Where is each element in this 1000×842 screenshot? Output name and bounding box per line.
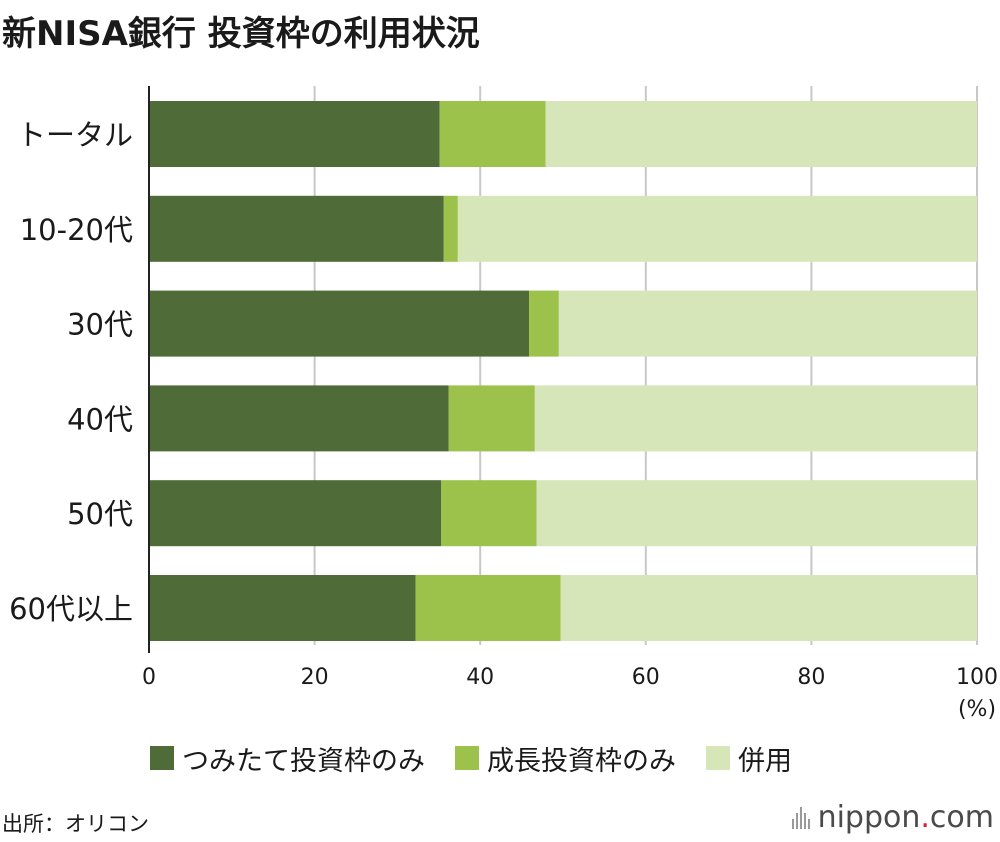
x-tick-label-80: 80 bbox=[797, 665, 825, 690]
bar-0-series-1 bbox=[439, 101, 546, 167]
logo-name: nippon bbox=[817, 800, 921, 835]
bar-4-series-2 bbox=[536, 480, 977, 547]
x-tick-label-100: 100 bbox=[956, 665, 998, 690]
legend-item-tsumitate: つみたて投資枠のみ bbox=[150, 739, 425, 778]
x-tick-label-0: 0 bbox=[142, 665, 156, 690]
category-label: 40代 bbox=[67, 402, 133, 436]
grid-lines bbox=[313, 86, 978, 645]
x-tick-label-60: 60 bbox=[632, 665, 660, 690]
nippon-logo: nippon. com bbox=[791, 800, 994, 835]
bar-5-series-2 bbox=[560, 575, 977, 641]
category-label: 50代 bbox=[67, 497, 133, 531]
legend-label-tsumitate: つみたて投資枠のみ bbox=[182, 745, 425, 777]
source-note: 出所：オリコン bbox=[2, 812, 149, 836]
legend-label-seicho: 成長投資枠のみ bbox=[487, 745, 676, 777]
bar-3-series-0 bbox=[149, 385, 449, 452]
bars bbox=[149, 101, 977, 641]
legend: つみたて投資枠のみ 成長投資枠のみ 併用 bbox=[150, 736, 792, 780]
category-label: 30代 bbox=[67, 308, 133, 342]
legend-swatch-tsumitate bbox=[150, 746, 174, 770]
bar-3-series-2 bbox=[534, 385, 977, 452]
bar-4-series-0 bbox=[149, 480, 442, 547]
logo-dot: . bbox=[920, 800, 930, 835]
bar-0-series-2 bbox=[545, 101, 977, 167]
logo-suffix: com bbox=[929, 800, 994, 835]
bar-2-series-0 bbox=[149, 290, 530, 357]
bar-5-series-0 bbox=[149, 575, 416, 641]
bar-3-series-1 bbox=[448, 385, 535, 452]
bar-2-series-1 bbox=[529, 290, 559, 357]
bar-1-series-2 bbox=[457, 195, 977, 262]
legend-swatch-heiyo bbox=[706, 746, 730, 770]
logo-bars-icon bbox=[791, 806, 810, 829]
chart-title: 新NISA銀行 投資枠の利用状況 bbox=[2, 14, 480, 54]
category-label: 10-20代 bbox=[20, 213, 133, 247]
legend-label-heiyo: 併用 bbox=[738, 745, 792, 777]
bar-1-series-0 bbox=[149, 195, 444, 262]
bar-1-series-1 bbox=[443, 195, 458, 262]
bar-2-series-2 bbox=[558, 290, 977, 357]
bar-5-series-1 bbox=[415, 575, 561, 641]
legend-item-heiyo: 併用 bbox=[706, 739, 792, 778]
bar-4-series-1 bbox=[441, 480, 537, 547]
labels: トータル 10-20代 30代 40代 50代 60代以上 0 20 40 60 80 100 (%) bbox=[9, 118, 998, 722]
x-tick-label-40: 40 bbox=[466, 665, 494, 690]
bar-0-series-0 bbox=[149, 101, 440, 167]
legend-swatch-seicho bbox=[455, 746, 479, 770]
x-tick-label-20: 20 bbox=[301, 665, 329, 690]
category-label: 60代以上 bbox=[9, 592, 133, 626]
x-unit-label: (%) bbox=[958, 697, 996, 722]
category-label: トータル bbox=[17, 118, 133, 152]
legend-item-seicho: 成長投資枠のみ bbox=[455, 739, 676, 778]
